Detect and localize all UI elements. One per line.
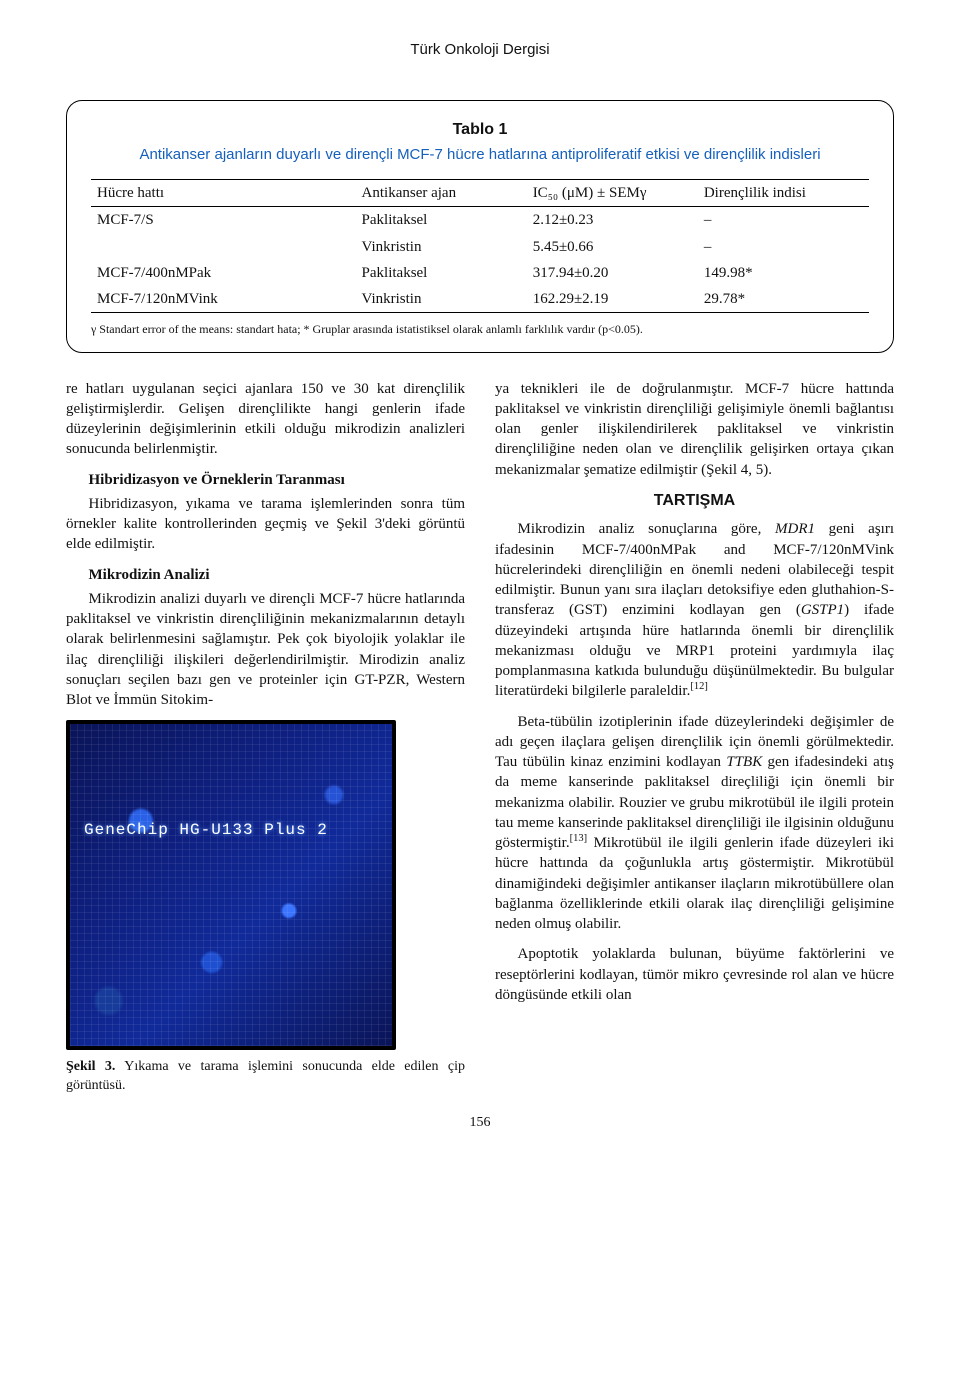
para: Beta-tübülin izotiplerinin ifade düzeyle… [495,712,894,935]
cell: 162.29±2.19 [527,286,698,313]
cell: MCF-7/120nMVink [91,286,356,313]
page: Türk Onkoloji Dergisi Tablo 1 Antikanser… [0,0,960,1169]
cell: Paklitaksel [356,260,527,286]
cell: Vinkristin [356,286,527,313]
gene-name: TTBK [726,754,762,770]
table-number: Tablo 1 [91,119,869,141]
col-ic50: IC₅₀ (μM) ± SEMγ [527,180,698,207]
cell: MCF-7/400nMPak [91,260,356,286]
table-row: MCF-7/400nMPak Paklitaksel 317.94±0.20 1… [91,260,869,286]
citation: [13] [570,833,588,844]
table-header-row: Hücre hattı Antikanser ajan IC₅₀ (μM) ± … [91,180,869,207]
subsection-heading: Hibridizasyon ve Örneklerin Taranması [66,470,465,490]
figure-caption-text: Yıkama ve tarama işlemini sonucunda elde… [66,1059,465,1093]
table-footnote: γ Standart error of the means: standart … [91,321,869,337]
col-hucre: Hücre hattı [91,180,356,207]
para: Hibridizasyon, yıkama ve tarama işlemler… [66,494,465,555]
col-ajan: Antikanser ajan [356,180,527,207]
cell: 317.94±0.20 [527,260,698,286]
text: Mikrodizin analiz sonuçlarına göre, [518,521,776,537]
table-caption: Antikanser ajanların duyarlı ve dirençli… [91,145,869,165]
cell: 5.45±0.66 [527,234,698,260]
genechip-image: GeneChip HG-U133 Plus 2 [66,720,396,1050]
left-column: re hatları uygulanan seçici ajanlara 150… [66,379,465,1097]
table-grid: Hücre hattı Antikanser ajan IC₅₀ (μM) ± … [91,179,869,313]
cell: – [698,207,869,234]
para: Mikrodizin analiz sonuçlarına göre, MDR1… [495,519,894,701]
gene-name: GSTP1 [801,602,844,618]
page-number: 156 [66,1114,894,1133]
para: ya teknikleri ile de doğrulanmıştır. MCF… [495,379,894,480]
table-row: MCF-7/120nMVink Vinkristin 162.29±2.19 2… [91,286,869,313]
para: Mikrodizin analizi duyarlı ve dirençli M… [66,589,465,711]
cell: – [698,234,869,260]
citation: [12] [690,681,708,692]
two-column-body: re hatları uygulanan seçici ajanlara 150… [66,379,894,1097]
para: re hatları uygulanan seçici ajanlara 150… [66,379,465,460]
figure-caption-bold: Şekil 3. [66,1059,115,1074]
cell: 29.78* [698,286,869,313]
cell: Vinkristin [356,234,527,260]
cell: Paklitaksel [356,207,527,234]
col-indis: Dirençlilik indisi [698,180,869,207]
running-head: Türk Onkoloji Dergisi [66,40,894,60]
cell: 2.12±0.23 [527,207,698,234]
section-heading: TARTIŞMA [495,490,894,512]
figure-3: GeneChip HG-U133 Plus 2 Şekil 3. Yıkama … [66,720,465,1096]
cell: 149.98* [698,260,869,286]
table-1: Tablo 1 Antikanser ajanların duyarlı ve … [66,100,894,352]
chip-label: GeneChip HG-U133 Plus 2 [84,820,328,842]
para: Apoptotik yolaklarda bulunan, büyüme fak… [495,944,894,1005]
right-column: ya teknikleri ile de doğrulanmıştır. MCF… [495,379,894,1097]
cell: MCF-7/S [91,207,356,234]
table-row: Vinkristin 5.45±0.66 – [91,234,869,260]
figure-caption: Şekil 3. Yıkama ve tarama işlemini sonuc… [66,1058,465,1096]
table-row: MCF-7/S Paklitaksel 2.12±0.23 – [91,207,869,234]
cell [91,234,356,260]
subsection-heading: Mikrodizin Analizi [66,565,465,585]
gene-name: MDR1 [775,521,815,537]
